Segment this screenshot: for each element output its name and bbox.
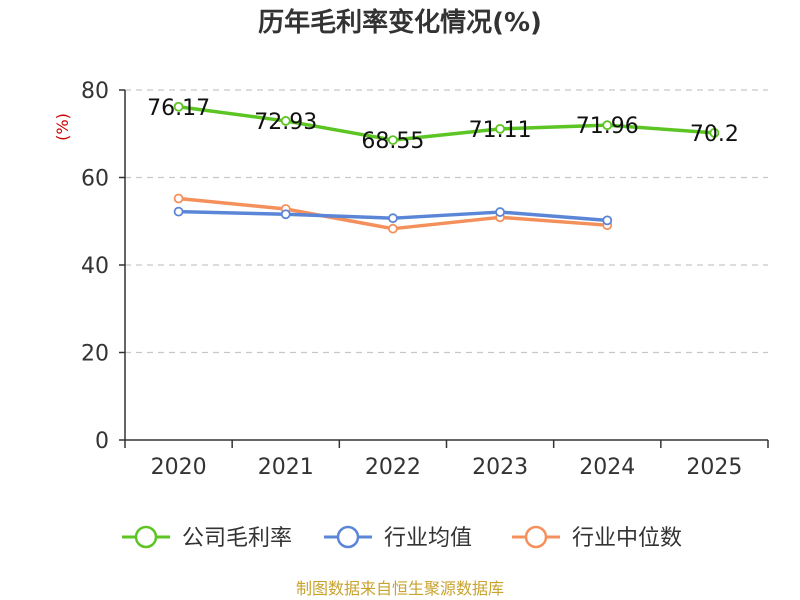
gridlines [125,89,768,354]
legend-swatch-marker-2 [524,525,548,549]
data-label: 71.11 [469,118,532,143]
y-axis-label: (%) [53,113,72,141]
legend-label: 行业中位数 [572,526,682,551]
data-point-0-3 [495,123,505,134]
y-tick-label: 40 [81,254,109,279]
legend: 公司毛利率 行业均值 行业中位数 [122,525,682,551]
data-point-0-5 [709,127,720,138]
data-point-1-2 [388,213,398,224]
data-label: 76.17 [147,96,210,121]
y-tick-label: 20 [81,342,109,367]
y-tick-label: 80 [81,79,109,104]
data-point-1-4 [602,215,613,226]
data-point-1-0 [173,206,184,217]
x-tick-label: 2021 [258,455,314,480]
series-line-0 [178,105,715,142]
data-point-0-1 [280,116,291,126]
data-point-0-0 [173,101,184,112]
chart-title: 历年毛利率变化情况(%) [258,7,542,38]
data-label: 71.96 [576,114,639,139]
source-note: 制图数据来自恒生聚源数据库 [296,579,504,598]
data-point-0-2 [388,135,398,145]
data-label: 68.55 [361,129,424,154]
series-layer [173,101,720,234]
y-tick-label: 60 [81,167,109,192]
axes: 0 20 40 60 80 2020 2021 2022 2023 2024 2025 [81,79,769,480]
x-tick-label: 2022 [365,455,421,480]
data-labels: 76.17 72.93 68.55 71.11 71.96 70.2 [147,96,739,154]
x-tick-label: 2025 [686,455,742,480]
y-tick-label: 0 [95,429,109,454]
data-point-2-0 [173,193,184,204]
data-point-1-1 [280,209,291,220]
legend-label: 公司毛利率 [182,526,292,551]
data-point-1-3 [495,207,505,217]
x-tick-label: 2023 [472,455,528,480]
data-label: 72.93 [254,110,317,135]
x-tick-label: 2020 [151,455,207,480]
legend-swatch-marker-0 [134,525,158,549]
data-label: 70.2 [690,122,739,147]
data-point-2-2 [388,223,398,234]
x-tick-label: 2024 [579,455,635,480]
legend-label: 行业均值 [384,526,472,551]
data-point-0-4 [602,120,613,131]
legend-swatch-marker-1 [336,525,360,549]
